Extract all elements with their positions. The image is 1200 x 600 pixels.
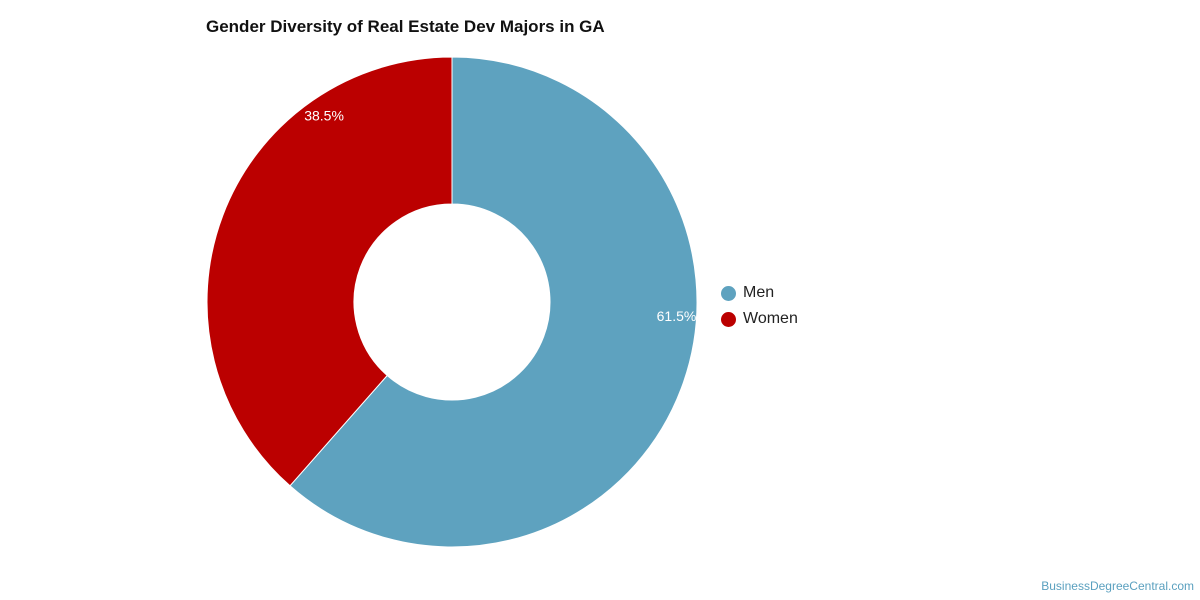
chart-title: Gender Diversity of Real Estate Dev Majo… [206,17,605,36]
legend-label-women: Women [743,310,798,327]
slice-label-men: 61.5% [657,308,697,324]
legend-swatch-men [721,285,736,301]
slice-label-women: 38.5% [304,108,344,124]
legend-swatch-women [721,311,736,327]
slice-men[interactable] [289,56,698,548]
legend-item-women[interactable]: Women [721,306,798,332]
legend: Men Women [721,280,798,332]
legend-label-men: Men [743,284,775,301]
legend-item-men[interactable]: Men [721,280,798,306]
watermark: BusinessDegreeCentral.com [1041,579,1194,593]
slice-women[interactable] [206,56,453,487]
